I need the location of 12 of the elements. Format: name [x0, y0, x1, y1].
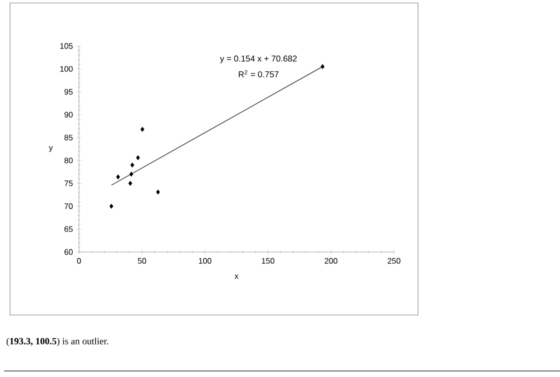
- annotation: R$^{2}$ = 0.757: [238, 70, 278, 78]
- point: [320, 64, 324, 70]
- point: [140, 126, 144, 132]
- point: [130, 162, 134, 168]
- point: [109, 204, 114, 209]
- annotation: y = 0.154 x + 70.682: [220, 56, 297, 64]
- point: [116, 174, 120, 180]
- point: [128, 180, 132, 186]
- point: [136, 155, 140, 160]
- point: [156, 190, 160, 195]
- text: (193.3, 100.5) is an outlier.: [6, 338, 108, 346]
- point: [129, 172, 134, 177]
